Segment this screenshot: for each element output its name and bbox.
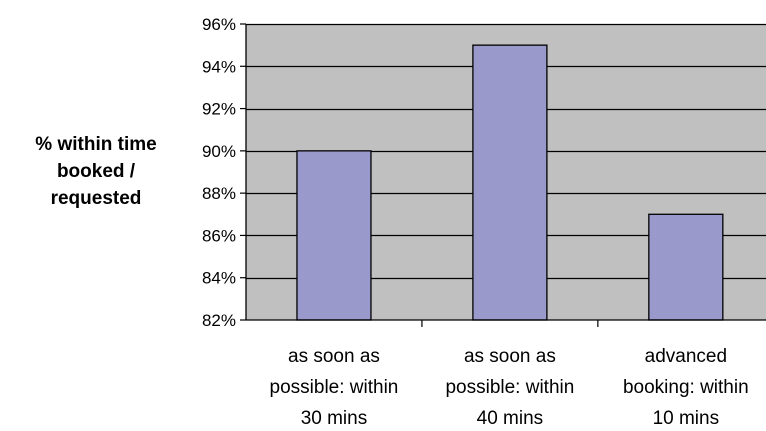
y-tick-label: 90% — [202, 142, 236, 161]
x-category-label-line: 30 mins — [301, 408, 368, 429]
y-tick-label: 86% — [202, 226, 236, 245]
x-category-label-line: advanced — [645, 346, 727, 367]
y-tick-label: 82% — [202, 311, 236, 330]
x-category-label-line: 10 mins — [653, 408, 720, 429]
bar — [648, 213, 724, 321]
y-tick-label: 88% — [202, 184, 236, 203]
x-category-label-line: possible: within — [445, 377, 574, 398]
y-tick-label: 96% — [202, 15, 236, 34]
x-category-label-line: as soon as — [288, 346, 380, 367]
bar — [296, 150, 372, 321]
y-tick-label: 84% — [202, 269, 236, 288]
x-category-label: as soon as possible: within 30 mins — [270, 346, 399, 429]
x-category-label: advanced booking: within 10 mins — [623, 346, 749, 429]
x-category-label-line: as soon as — [464, 346, 556, 367]
x-category-label: as soon as possible: within 40 mins — [445, 346, 574, 429]
y-axis-title-line: requested — [51, 188, 142, 209]
y-axis-title-line: booked / — [57, 161, 136, 182]
y-tick-label: 92% — [202, 100, 236, 119]
y-axis-ticks: 82% 84% 86% 88% 90% 92% 94% 96% — [202, 15, 246, 330]
bar — [472, 44, 548, 321]
y-axis-title: % within time booked / requested — [35, 134, 156, 209]
x-axis-ticks — [421, 320, 599, 327]
x-category-label-line: 40 mins — [477, 408, 544, 429]
x-category-label-line: booking: within — [623, 377, 749, 398]
x-category-label-line: possible: within — [270, 377, 399, 398]
y-tick-label: 94% — [202, 57, 236, 76]
y-axis-title-line: % within time — [35, 134, 156, 155]
